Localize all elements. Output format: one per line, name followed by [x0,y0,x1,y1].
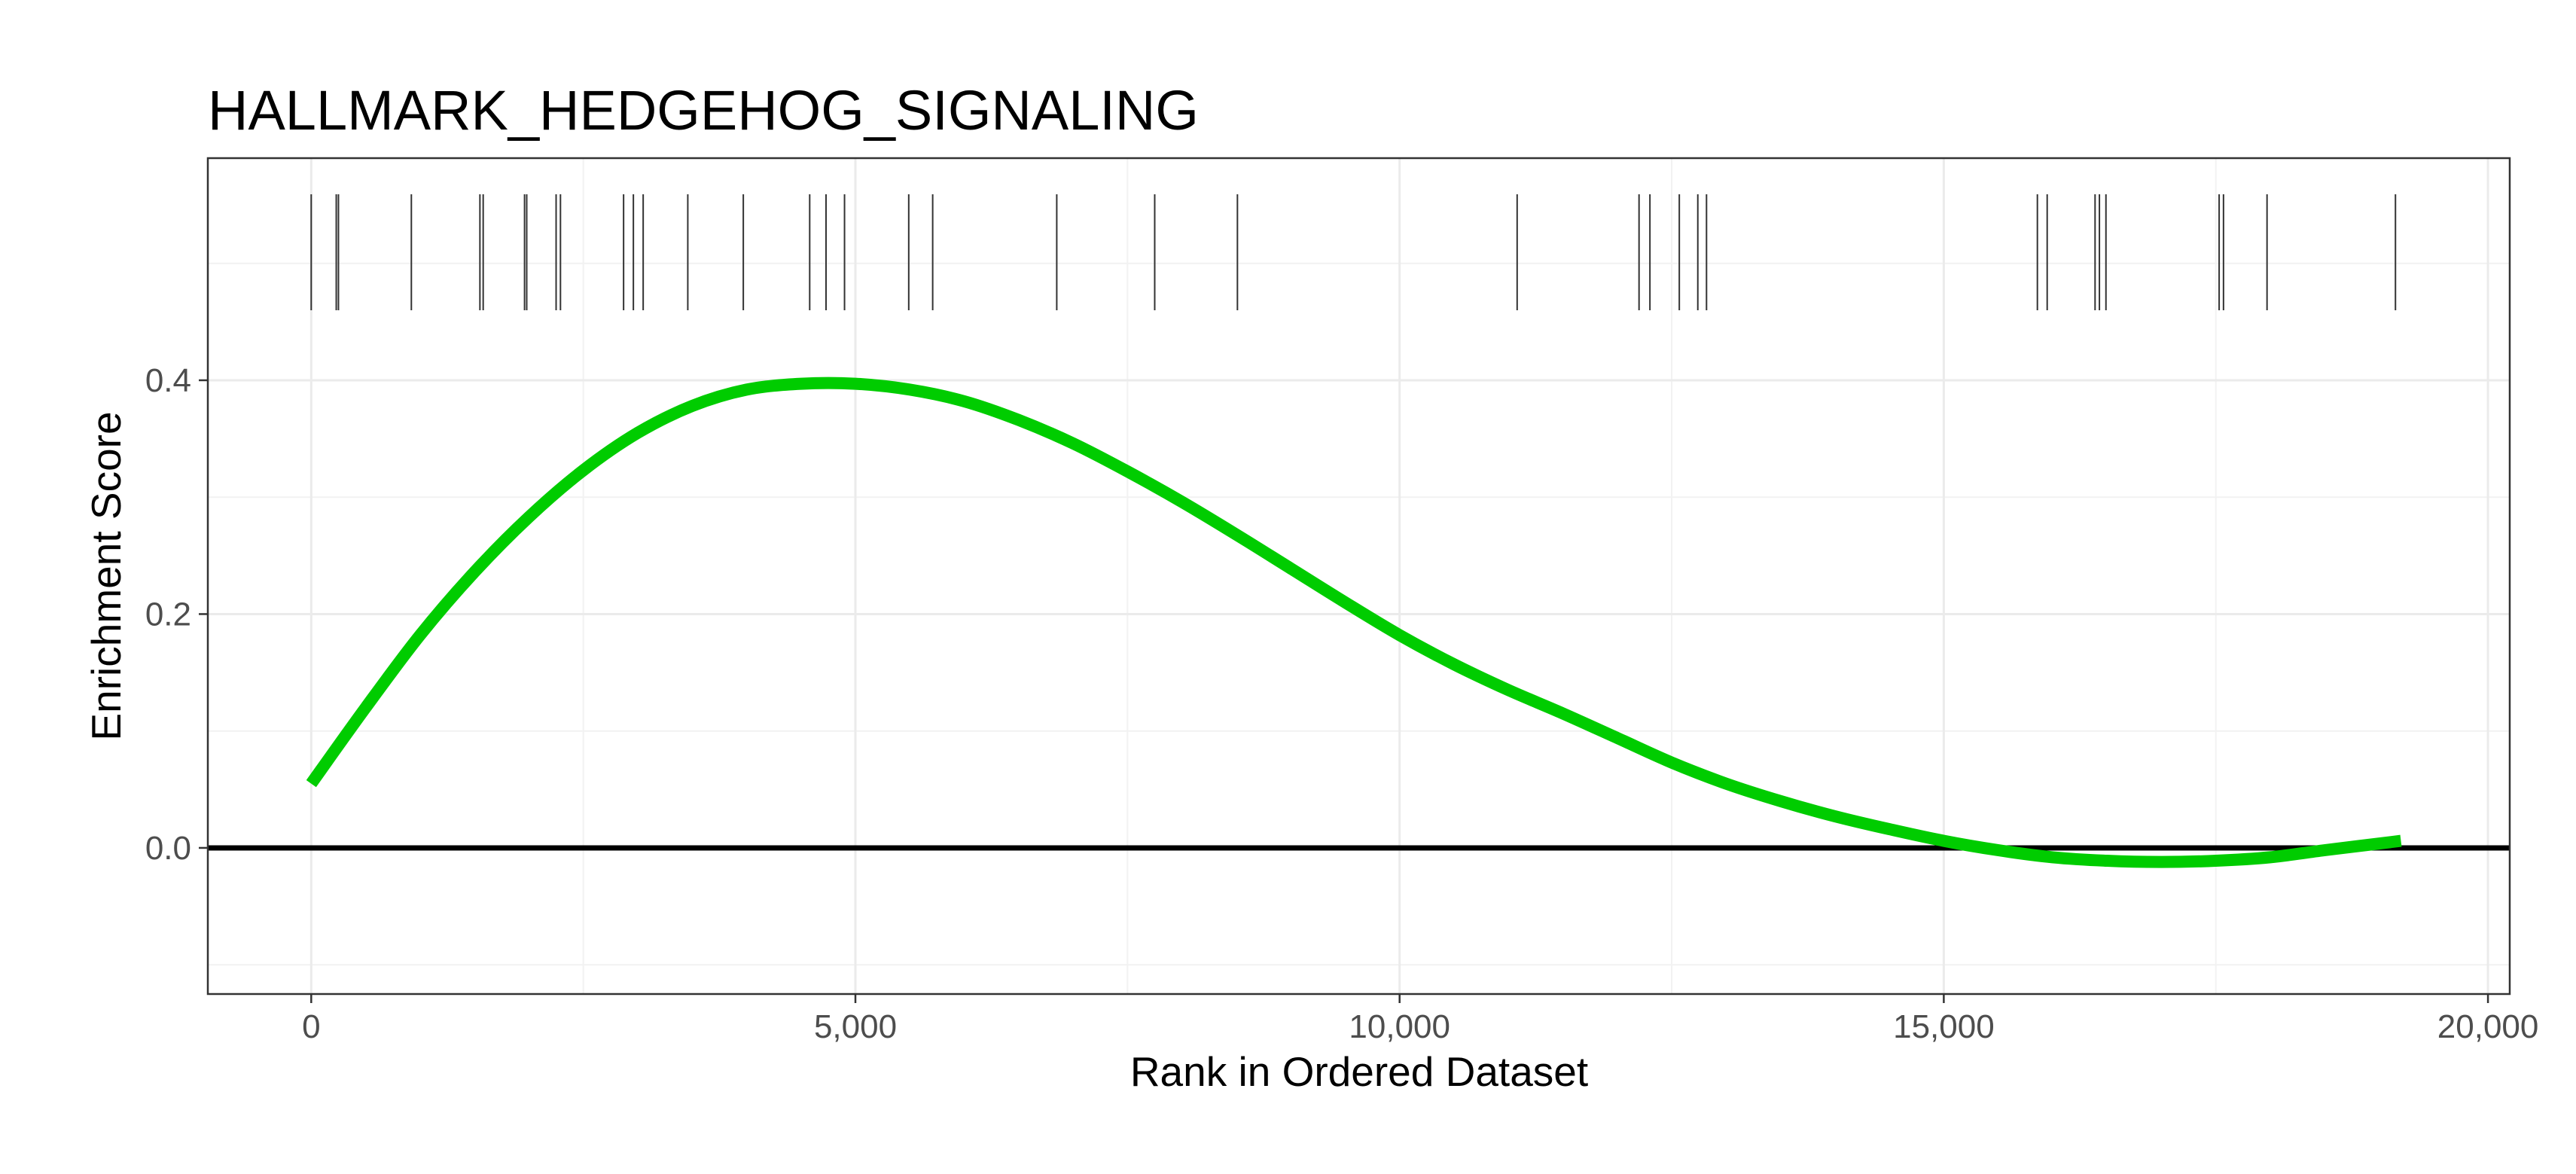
y-axis-title: Enrichment Score [83,411,130,740]
x-tick-label: 5,000 [814,1008,897,1045]
grid-lines [208,158,2510,994]
enrichment-curve [306,377,2402,868]
y-tick-label: 0.4 [145,362,191,399]
panel-border [206,157,2511,996]
y-axis: 0.0 0.2 0.4 [145,362,208,867]
y-tick-label: 0.2 [145,596,191,633]
gene-hit-ticks [310,194,2397,310]
y-tick-label: 0.0 [145,830,191,867]
chart-title: HALLMARK_HEDGEHOG_SIGNALING [208,79,1199,142]
enrichment-score-line [306,377,2402,868]
x-tick-label: 0 [302,1008,320,1045]
x-tick-label: 15,000 [1893,1008,1995,1045]
x-tick-label: 10,000 [1349,1008,1450,1045]
x-axis-title: Rank in Ordered Dataset [1130,1048,1588,1095]
x-axis: 0 5,000 10,000 15,000 20,000 [302,994,2538,1045]
x-tick-label: 20,000 [2437,1008,2539,1045]
